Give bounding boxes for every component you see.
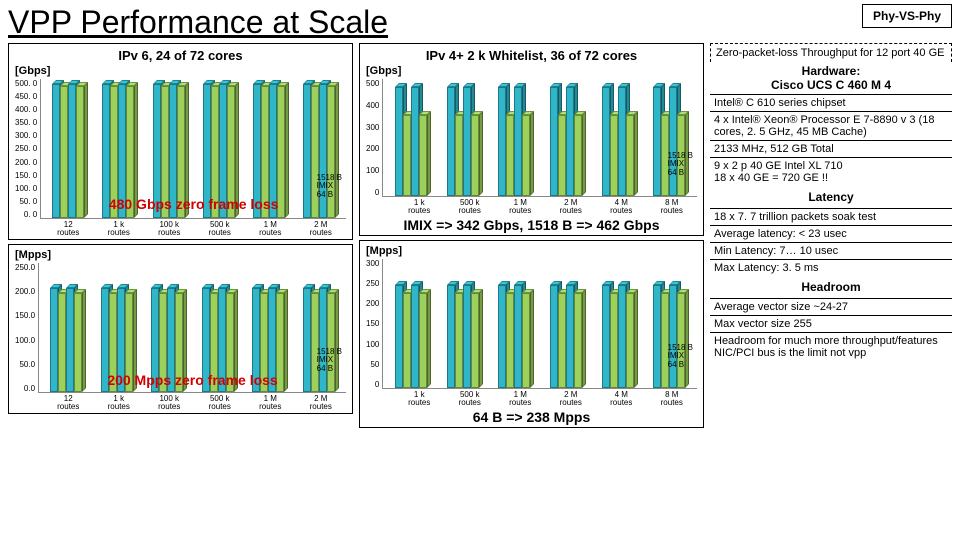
chart-b-title: IPv 4+ 2 k Whitelist, 36 of 72 cores bbox=[366, 48, 697, 63]
latency-head: Latency bbox=[710, 188, 952, 206]
chart-a-panel: IPv 6, 24 of 72 cores [Gbps] 500. 0450. … bbox=[8, 43, 353, 240]
chart-d-caption: 64 B => 238 Mpps bbox=[366, 409, 697, 425]
chart-a-overlay: 480 Gbps zero frame loss bbox=[109, 196, 279, 212]
latency-list: 18 x 7. 7 trillion packets soak testAver… bbox=[710, 208, 952, 276]
chart-d-xaxis: 1 kroutes500 kroutes1 Mroutes2 Mroutes4 … bbox=[366, 391, 697, 407]
side-info: Zero-packet-loss Throughput for 12 port … bbox=[710, 43, 952, 428]
chart-a-title: IPv 6, 24 of 72 cores bbox=[15, 48, 346, 63]
chart-c-overlay: 200 Mpps zero frame loss bbox=[107, 372, 277, 388]
chart-c-xaxis: 12routes1 kroutes100 kroutes500 kroutes1… bbox=[15, 395, 346, 411]
page-title: VPP Performance at Scale bbox=[8, 4, 388, 41]
chart-b-caption: IMIX => 342 Gbps, 1518 B => 462 Gbps bbox=[366, 217, 697, 233]
chart-b-xaxis: 1 kroutes500 kroutes1 Mroutes2 Mroutes4 … bbox=[366, 199, 697, 215]
chart-a-legend: 1518 BIMIX64 B bbox=[317, 174, 342, 200]
chart-c-panel: [Mpps] 250.0200.0150.0100.050.00.0 1518 … bbox=[8, 244, 353, 414]
chart-c-plot: 1518 BIMIX64 B 200 Mpps zero frame loss bbox=[38, 263, 346, 393]
chart-c-legend: 1518 BIMIX64 B bbox=[317, 348, 342, 374]
chart-b-panel: IPv 4+ 2 k Whitelist, 36 of 72 cores [Gb… bbox=[359, 43, 704, 236]
chart-d-plot: 1518 BIMIX64 B bbox=[382, 259, 697, 389]
mid-charts: IPv 4+ 2 k Whitelist, 36 of 72 cores [Gb… bbox=[359, 43, 704, 428]
phy-badge: Phy-VS-Phy bbox=[862, 4, 952, 28]
chart-b-plot: 1518 BIMIX64 B bbox=[382, 79, 697, 197]
chart-a-xaxis: 12routes1 kroutes100 kroutes500 kroutes1… bbox=[15, 221, 346, 237]
chart-c-ylabel: [Mpps] bbox=[15, 249, 346, 261]
chart-b-legend: 1518 BIMIX64 B bbox=[668, 152, 693, 178]
chart-b-ylabel: [Gbps] bbox=[366, 65, 697, 77]
hardware-list: Intel® C 610 series chipset4 x Intel® Xe… bbox=[710, 94, 952, 186]
throughput-note: Zero-packet-loss Throughput for 12 port … bbox=[710, 43, 952, 62]
chart-d-ylabel: [Mpps] bbox=[366, 245, 697, 257]
headroom-list: Average vector size ~24-27Max vector siz… bbox=[710, 298, 952, 361]
chart-d-panel: [Mpps] 300250200150100500 1518 BIMIX64 B… bbox=[359, 240, 704, 428]
left-charts: IPv 6, 24 of 72 cores [Gbps] 500. 0450. … bbox=[8, 43, 353, 428]
chart-b-yaxis: 5004003002001000 bbox=[366, 79, 382, 197]
chart-a-plot: 1518 BIMIX64 B 480 Gbps zero frame loss bbox=[40, 79, 346, 219]
chart-a-yaxis: 500. 0450. 0400. 0350. 0300. 0250. 0200.… bbox=[15, 79, 40, 219]
chart-c-yaxis: 250.0200.0150.0100.050.00.0 bbox=[15, 263, 38, 393]
chart-d-yaxis: 300250200150100500 bbox=[366, 259, 382, 389]
chart-a-ylabel: [Gbps] bbox=[15, 65, 346, 77]
headroom-head: Headroom bbox=[710, 278, 952, 296]
chart-d-legend: 1518 BIMIX64 B bbox=[668, 344, 693, 370]
hardware-title: Hardware:Cisco UCS C 460 M 4 bbox=[710, 64, 952, 92]
